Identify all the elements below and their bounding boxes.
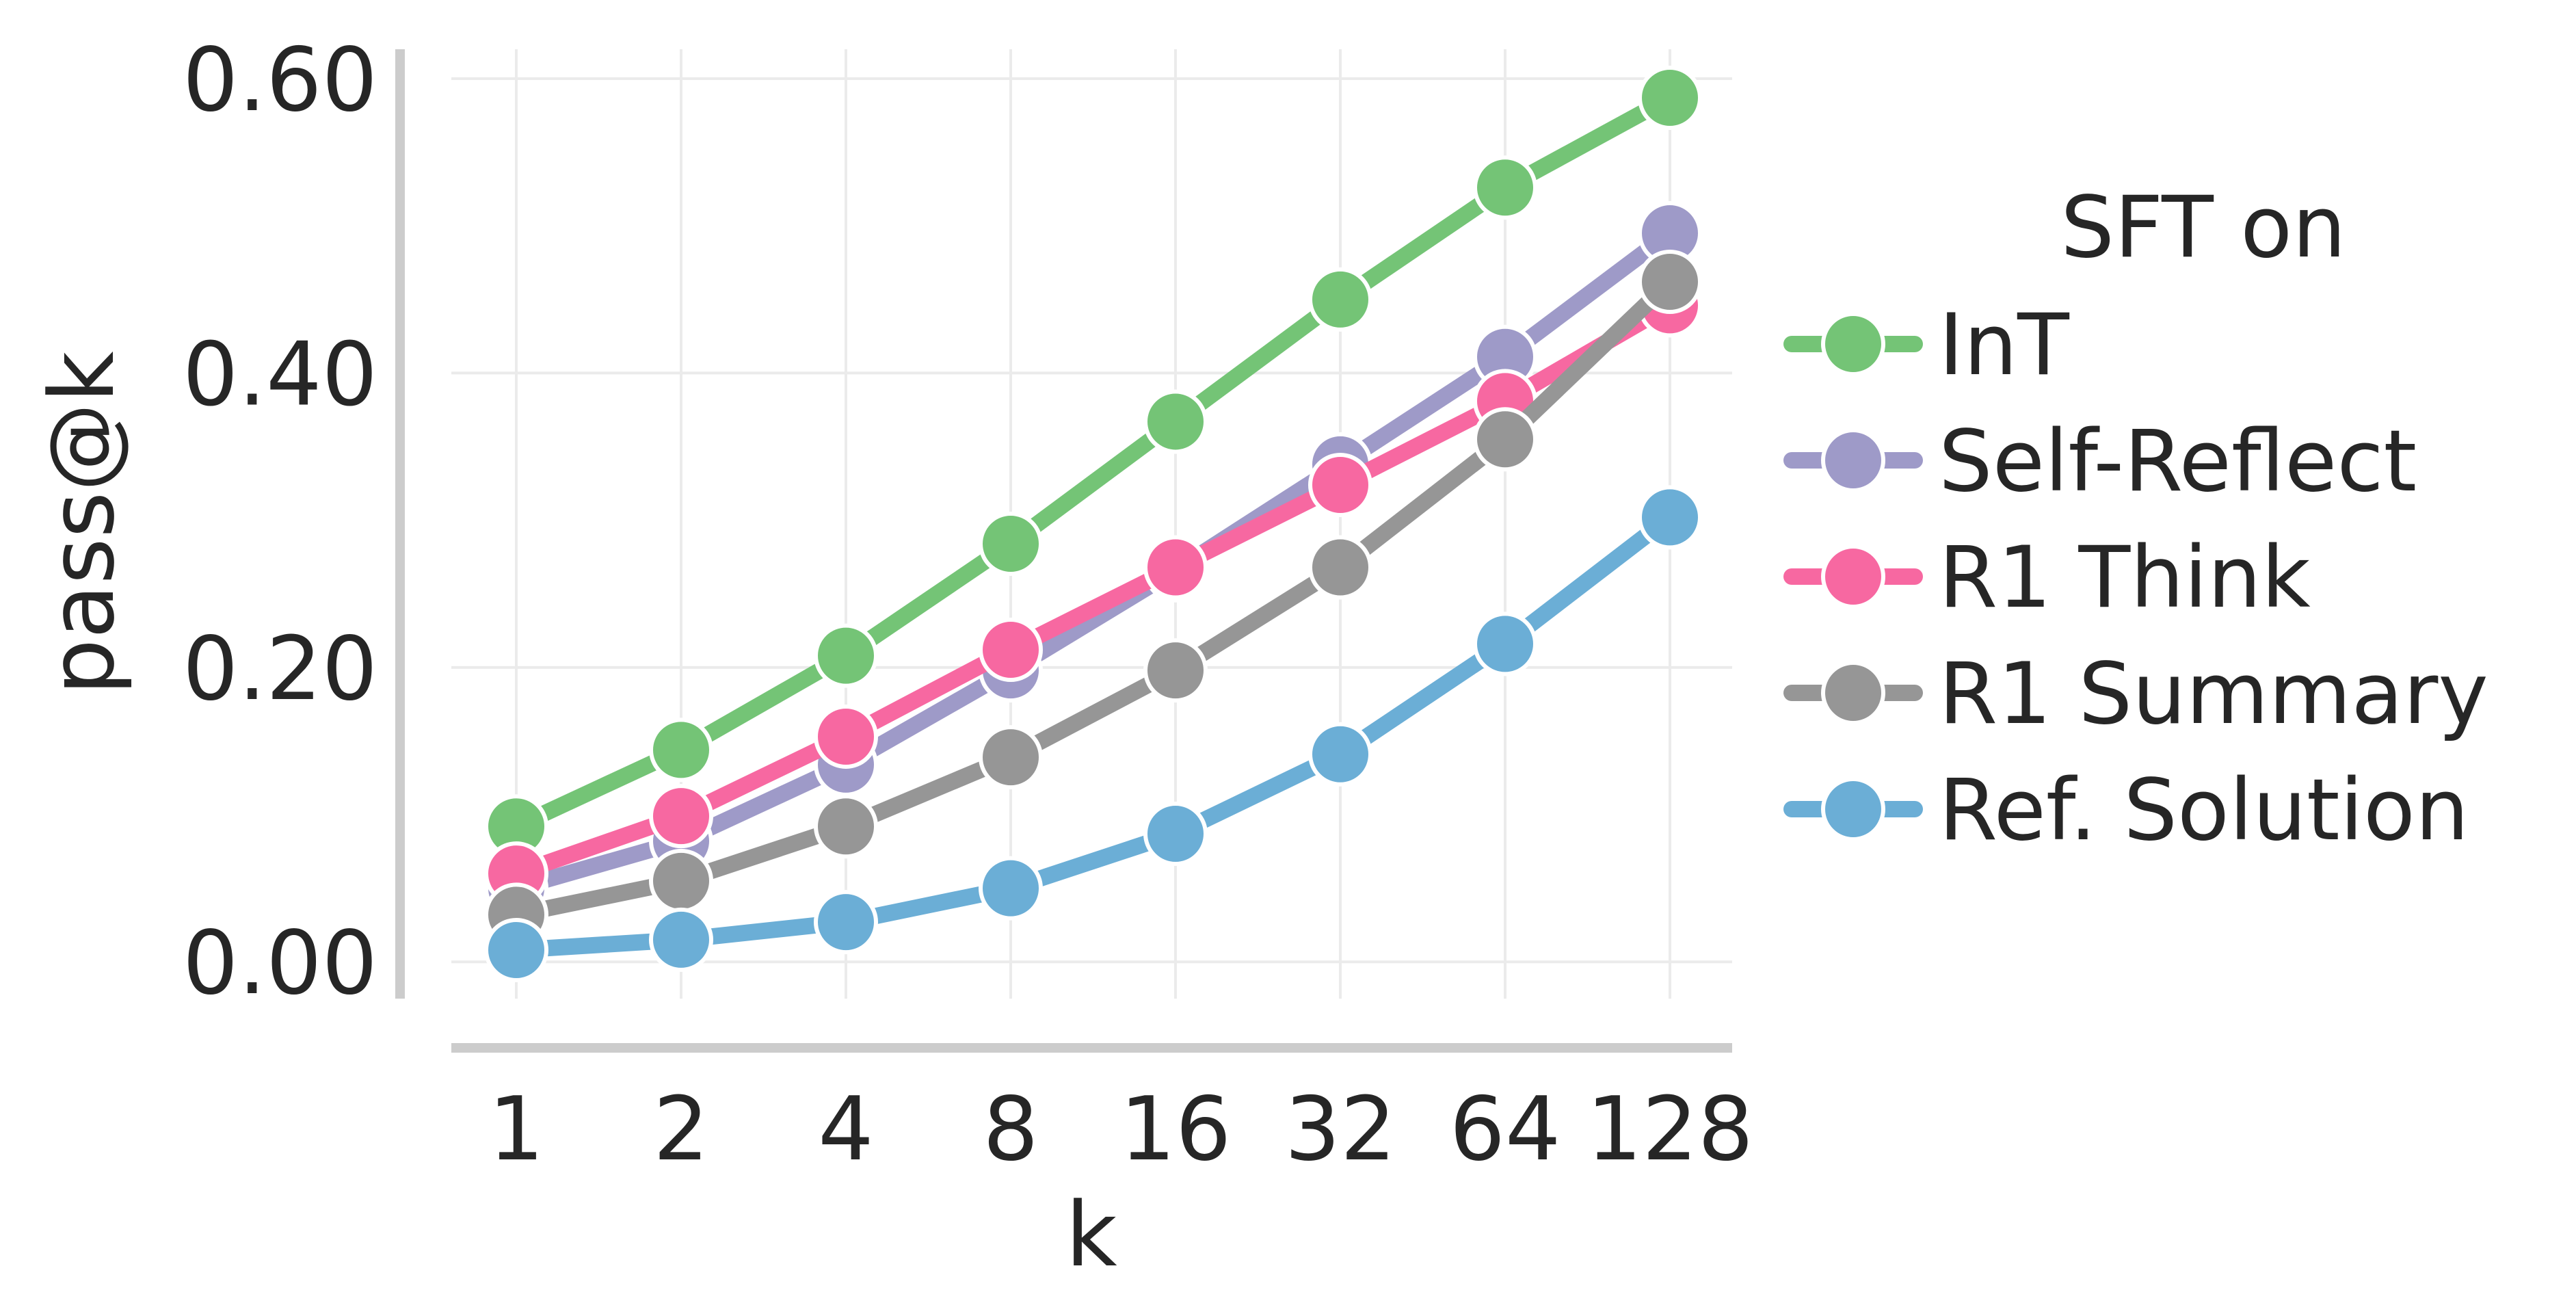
legend-label: R1 Think [1939, 529, 2311, 627]
data-point [1308, 535, 1372, 600]
y-tick-label: 0.40 [183, 324, 377, 425]
series-int [484, 66, 1702, 859]
data-point [1638, 485, 1702, 550]
x-tick-labels: 1 2 4 8 16 32 64 128 [488, 1079, 1753, 1181]
data-point [1308, 452, 1372, 517]
data-point [1308, 267, 1372, 332]
legend-entry: Ref. Solution [1783, 761, 2469, 860]
data-point [1638, 250, 1702, 315]
legend: SFT on InT Self-Reflect R1 Think R1 Summary… [1783, 179, 2488, 860]
y-tick-label: 0.00 [183, 912, 377, 1014]
data-point [1473, 155, 1537, 220]
axes [395, 49, 1732, 1053]
data-point [1473, 407, 1537, 472]
data-point [814, 704, 878, 769]
data-point [1143, 389, 1208, 454]
data-point [1638, 66, 1702, 131]
legend-marker [1821, 777, 1885, 841]
legend-marker [1821, 428, 1885, 492]
data-point [814, 890, 878, 955]
data-point [814, 623, 878, 688]
y-axis-title: pass@k [30, 352, 134, 696]
data-point [979, 617, 1043, 682]
data-point [649, 784, 713, 849]
legend-marker [1821, 661, 1885, 725]
legend-entry: InT [1783, 296, 2070, 395]
data-point [979, 512, 1043, 577]
data-point [484, 917, 548, 982]
legend-marker [1821, 312, 1885, 376]
data-point [1143, 801, 1208, 866]
data-point [1143, 638, 1208, 703]
x-tick-label: 2 [653, 1079, 708, 1181]
data-point [1143, 535, 1208, 600]
y-tick-labels: 0.00 0.20 0.40 0.60 [183, 29, 377, 1014]
x-tick-label: 4 [818, 1079, 873, 1181]
legend-entry: R1 Think [1783, 529, 2311, 627]
data-point [649, 907, 713, 972]
data-point [979, 856, 1043, 921]
x-tick-label: 128 [1586, 1079, 1753, 1181]
legend-marker [1821, 544, 1885, 609]
x-tick-label: 1 [488, 1079, 544, 1181]
legend-entry: R1 Summary [1783, 645, 2488, 743]
y-tick-label: 0.60 [183, 29, 377, 131]
y-tick-label: 0.20 [183, 618, 377, 720]
legend-label: Self-Reflect [1939, 412, 2417, 511]
data-point [1473, 611, 1537, 676]
x-tick-label: 16 [1120, 1079, 1232, 1181]
data-point [1308, 722, 1372, 787]
series-r1-summary [484, 250, 1702, 947]
series-lines [484, 66, 1702, 982]
x-tick-label: 64 [1450, 1079, 1561, 1181]
x-tick-label: 32 [1285, 1079, 1396, 1181]
series-ref-solution [484, 485, 1702, 982]
legend-entry: Self-Reflect [1783, 412, 2417, 511]
data-point [649, 718, 713, 782]
legend-label: Ref. Solution [1939, 761, 2469, 860]
legend-label: R1 Summary [1939, 645, 2488, 743]
x-axis-title: k [1065, 1183, 1117, 1287]
data-point [979, 725, 1043, 790]
data-point [649, 848, 713, 913]
legend-label: InT [1939, 296, 2070, 395]
legend-title: SFT on [2060, 179, 2346, 277]
x-tick-label: 8 [983, 1079, 1038, 1181]
data-point [814, 794, 878, 859]
